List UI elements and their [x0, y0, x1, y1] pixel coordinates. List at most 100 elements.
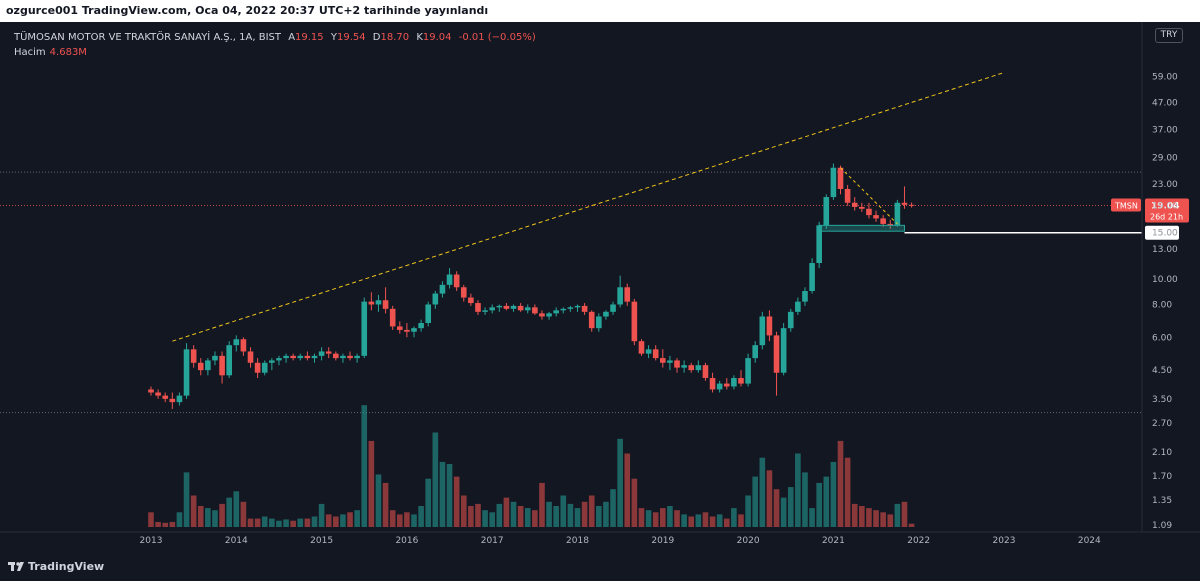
- candle-body: [162, 395, 169, 399]
- volume-bar: [297, 518, 304, 527]
- volume-bar: [880, 512, 886, 527]
- price-tick-label: 8.00: [1152, 300, 1172, 310]
- volume-bar: [617, 438, 623, 527]
- x-tick-label: 2016: [395, 536, 418, 546]
- volume-bar: [304, 518, 311, 527]
- volume-bar: [460, 495, 467, 527]
- volume-bar: [205, 508, 211, 527]
- candle-body: [532, 307, 538, 314]
- volume-bar: [233, 491, 240, 527]
- volume-bar: [418, 506, 424, 527]
- x-tick-label: 2017: [481, 536, 504, 546]
- candle-body: [688, 365, 695, 371]
- candle-body: [745, 358, 751, 384]
- volume-bar: [759, 457, 766, 527]
- volume-bar: [681, 514, 687, 527]
- x-tick-label: 2020: [737, 536, 760, 546]
- candle-body: [866, 208, 872, 216]
- candle-body: [311, 355, 318, 359]
- level-price-badge: [1145, 225, 1179, 240]
- candle-body: [432, 293, 439, 305]
- candle-body: [795, 301, 801, 312]
- volume-bar: [411, 514, 417, 527]
- candle-body: [276, 358, 282, 361]
- volume-bar: [660, 508, 666, 527]
- candle-body: [169, 398, 176, 403]
- footer: [0, 556, 1200, 581]
- volume-bar: [404, 512, 410, 527]
- volume-bar: [482, 510, 488, 527]
- volume-bar: [389, 510, 396, 527]
- volume-bar: [688, 516, 695, 527]
- volume-bar: [468, 506, 474, 527]
- candle-body: [425, 304, 432, 324]
- price-tick-label: 59.00: [1152, 72, 1178, 82]
- candle-body: [787, 311, 794, 329]
- candle-body: [354, 355, 360, 359]
- volume-bar: [311, 516, 318, 527]
- volume-bar: [873, 510, 879, 527]
- candle-body: [261, 362, 268, 373]
- price-tick-label: 4.50: [1152, 366, 1172, 376]
- publish-info: ozgurce001 TradingView.com, Oca 04, 2022…: [6, 4, 489, 17]
- volume-tick-label: 2.70: [1152, 419, 1172, 429]
- volume-bar: [716, 514, 723, 527]
- volume-bar: [645, 510, 652, 527]
- volume-bar: [148, 512, 154, 527]
- candle-body: [517, 305, 524, 311]
- x-tick-label: 2014: [225, 536, 248, 546]
- volume-value: 4.683M: [49, 47, 87, 58]
- volume-bar: [446, 464, 453, 527]
- volume-bar: [240, 501, 247, 527]
- candle-body: [723, 383, 730, 387]
- candle-body: [731, 378, 737, 387]
- low-value: 18.70: [380, 32, 410, 43]
- volume-bar: [269, 518, 275, 527]
- volume-bar: [859, 506, 865, 527]
- volume-bar: [354, 510, 360, 527]
- brand-name: TradingView: [28, 560, 105, 573]
- candle-body: [603, 311, 609, 317]
- candle-body: [546, 313, 552, 317]
- candle-body: [674, 360, 680, 368]
- volume-bar: [901, 501, 908, 527]
- volume-tick-label: 2.10: [1152, 448, 1172, 458]
- candle-body: [631, 301, 638, 342]
- candle-body: [596, 316, 602, 329]
- volume-bar: [212, 510, 218, 527]
- chart-legend: TÜMOSAN MOTOR VE TRAKTÖR SANAYİ A.Ş., 1A…: [14, 30, 536, 60]
- candle-body: [318, 351, 325, 356]
- volume-bar: [581, 501, 588, 527]
- x-tick-label: 2022: [907, 536, 930, 546]
- volume-bar: [162, 522, 169, 527]
- countdown-text: 26d 21h: [1150, 212, 1183, 221]
- candle-body: [226, 345, 232, 376]
- volume-bar: [290, 520, 296, 527]
- volume-bar: [887, 514, 894, 527]
- volume-bar: [802, 472, 808, 527]
- candle-body: [283, 355, 289, 359]
- volume-bar: [439, 461, 446, 527]
- volume-bar: [517, 506, 524, 527]
- price-tick-label: 15.00: [1152, 229, 1178, 239]
- price-tick-label: 10.00: [1152, 275, 1178, 285]
- candle-body: [816, 225, 822, 264]
- x-tick-label: 2019: [651, 536, 674, 546]
- candle-body: [809, 263, 815, 292]
- candle-body: [610, 304, 616, 312]
- candle-body: [766, 316, 773, 336]
- candle-body: [148, 389, 154, 393]
- candle-body: [667, 360, 673, 363]
- volume-bar: [475, 503, 481, 527]
- currency-button[interactable]: TRY: [1155, 28, 1183, 43]
- candle-body: [475, 303, 481, 312]
- volume-bar: [667, 506, 673, 527]
- volume-bar: [638, 508, 645, 527]
- volume-bar: [631, 478, 638, 527]
- candle-body: [503, 305, 510, 309]
- volume-bar: [333, 516, 339, 527]
- candle-body: [510, 305, 517, 309]
- candle-body: [617, 287, 623, 305]
- volume-bar: [596, 506, 602, 527]
